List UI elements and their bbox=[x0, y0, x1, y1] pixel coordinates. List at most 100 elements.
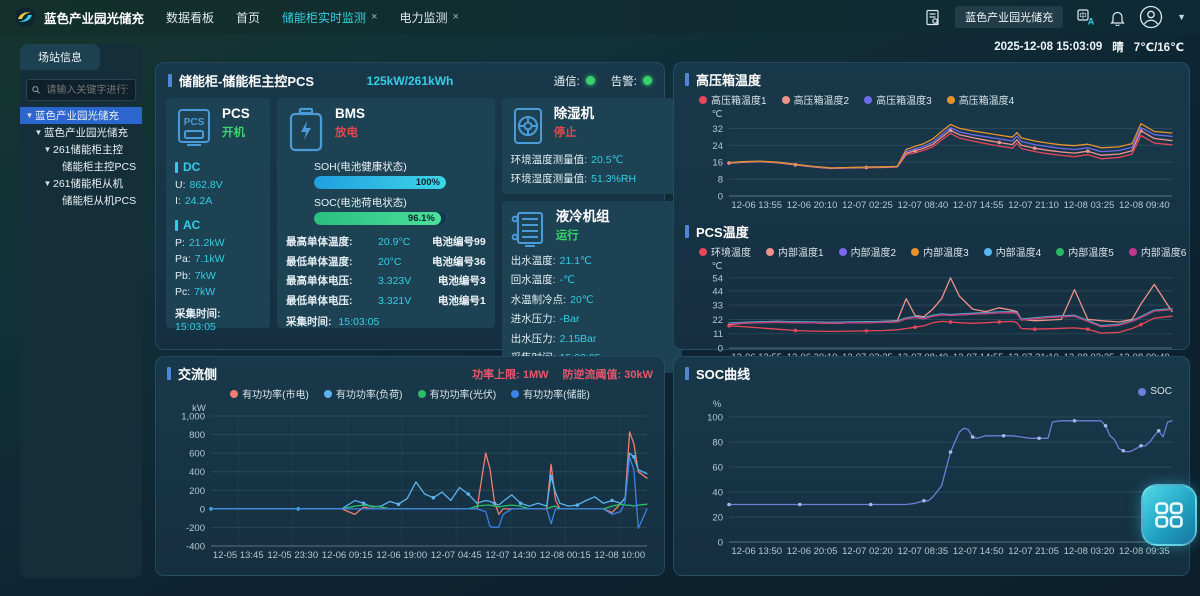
tree-item-label: 261储能柜主控 bbox=[53, 144, 124, 156]
legend-item[interactable]: SOC bbox=[1138, 386, 1172, 397]
legend-item[interactable]: 内部温度4 bbox=[983, 244, 1041, 259]
pcs-name: PCS bbox=[222, 106, 250, 121]
legend-dot bbox=[417, 389, 426, 398]
pcs-temp-legend: 环境温度 内部温度1 内部温度2 内部温度3 内部温度4 内部温度5 内部温度6 bbox=[699, 244, 1186, 259]
tree-item[interactable]: ▼ 261储能柜从机 bbox=[20, 175, 142, 192]
legend-item[interactable]: 有功功率(储能) bbox=[511, 386, 590, 401]
legend-item[interactable]: 有功功率(负荷) bbox=[323, 386, 403, 401]
ac-side-legend: 有功功率(市电) 有功功率(负荷) 有功功率(光伏) 有功功率(储能) bbox=[167, 386, 653, 401]
ac-side-panel: 交流侧 功率上限: 1MW 防逆流阈值: 30kW 有功功率(市电) 有功功率(负… bbox=[155, 356, 665, 576]
title-accent-bar bbox=[685, 225, 689, 238]
svg-text:80: 80 bbox=[712, 438, 723, 449]
liquid-cooling-icon bbox=[511, 212, 543, 247]
svg-text:1,000: 1,000 bbox=[181, 412, 205, 423]
chevron-down-icon[interactable]: ▼ bbox=[34, 128, 43, 137]
svg-text:℃: ℃ bbox=[712, 261, 723, 272]
legend-dot bbox=[781, 95, 790, 104]
sidebar-tab-station-info[interactable]: 场站信息 bbox=[20, 44, 100, 70]
legend-item[interactable]: 高压箱温度3 bbox=[864, 92, 932, 107]
soc-legend: SOC bbox=[685, 386, 1172, 397]
svg-text:12-05 23:30: 12-05 23:30 bbox=[267, 550, 318, 561]
device-panel-title: 储能柜-储能柜主控PCS bbox=[179, 74, 315, 89]
legend-item[interactable]: 内部温度1 bbox=[766, 244, 824, 259]
app-launcher-button[interactable] bbox=[1141, 484, 1197, 546]
legend-item[interactable]: 内部温度3 bbox=[911, 244, 969, 259]
svg-text:800: 800 bbox=[189, 430, 205, 441]
legend-item[interactable]: 高压箱温度4 bbox=[946, 92, 1015, 107]
tree-item[interactable]: 储能柜从机PCS bbox=[20, 192, 142, 209]
close-tab-icon[interactable]: × bbox=[371, 11, 378, 23]
search-icon bbox=[32, 86, 40, 94]
notifications-bell-icon[interactable] bbox=[1110, 9, 1125, 26]
battery-icon bbox=[289, 107, 323, 152]
grid-apps-icon bbox=[1155, 502, 1183, 528]
svg-text:12-07 14:30: 12-07 14:30 bbox=[485, 550, 536, 561]
nav-tab[interactable]: 数据看板 bbox=[166, 9, 214, 26]
device-panel: 储能柜-储能柜主控PCS 125kW/261kWh 通信: 告警: PCS PC… bbox=[155, 62, 682, 373]
ac-section-title: AC bbox=[175, 218, 261, 232]
svg-text:12-08 03:25: 12-08 03:25 bbox=[1064, 200, 1115, 211]
user-avatar[interactable] bbox=[1139, 5, 1163, 29]
legend-label: 内部温度3 bbox=[923, 248, 969, 259]
legend-item[interactable]: 高压箱温度2 bbox=[781, 92, 849, 107]
legend-item[interactable]: 高压箱温度1 bbox=[699, 92, 767, 107]
cooling-card: 液冷机组 运行 出水温度: 21.1℃ 回水温度: -℃ 水温制冷点: 20℃ 进水压力: -… bbox=[501, 201, 682, 373]
svg-text:0: 0 bbox=[718, 538, 723, 549]
legend-dot bbox=[1128, 247, 1137, 256]
dehumidifier-icon bbox=[513, 108, 542, 144]
legend-item[interactable]: 内部温度6 bbox=[1128, 244, 1186, 259]
chevron-down-icon[interactable]: ▼ bbox=[43, 145, 52, 154]
chevron-down-icon[interactable]: ▼ bbox=[43, 179, 52, 188]
tree-item[interactable]: ▼ 蓝色产业园光储充 bbox=[20, 107, 142, 124]
avatar-caret-icon[interactable]: ▼ bbox=[1177, 12, 1186, 22]
ac-limits: 功率上限: 1MW 防逆流阈值: 30kW bbox=[472, 366, 653, 382]
report-icon[interactable] bbox=[924, 9, 941, 26]
nav-tabs: 数据看板 首页 储能柜实时监测 × 电力监测 × bbox=[166, 9, 924, 26]
search-input[interactable] bbox=[44, 83, 130, 97]
legend-label: 内部温度1 bbox=[778, 248, 824, 259]
topbar-actions: 蓝色产业园光储充 中 A ▼ bbox=[924, 5, 1186, 29]
tree-item[interactable]: ▼ 蓝色产业园光储充 bbox=[20, 124, 142, 141]
legend-item[interactable]: 环境温度 bbox=[699, 244, 751, 259]
soc-curve-section: SOC曲线 SOC % 0 20 40 60 80 100 12-06 13:50 12-06 … bbox=[674, 357, 1189, 561]
station-tree: ▼ 蓝色产业园光储充 ▼ 蓝色产业园光储充 ▼ 261储能柜主控 储能柜主控PCS ▼ 261储… bbox=[20, 107, 142, 209]
legend-item[interactable]: 内部温度2 bbox=[838, 244, 896, 259]
tree-item[interactable]: 储能柜主控PCS bbox=[20, 158, 142, 175]
bms-card: BMS 放电 SOH(电池健康状态) 100% SOC(电池荷电状态) 96.1… bbox=[277, 98, 495, 328]
language-switch-icon[interactable]: 中 A bbox=[1077, 8, 1096, 26]
legend-item[interactable]: 有功功率(光伏) bbox=[417, 386, 496, 401]
legend-label: 有功功率(储能) bbox=[523, 390, 590, 401]
nav-tab[interactable]: 首页 bbox=[236, 9, 260, 26]
svg-text:-200: -200 bbox=[186, 523, 205, 534]
soh-fill: 100% bbox=[314, 176, 446, 189]
svg-text:0: 0 bbox=[718, 192, 723, 203]
tree-item[interactable]: ▼ 261储能柜主控 bbox=[20, 141, 142, 158]
chevron-down-icon[interactable]: ▼ bbox=[25, 111, 34, 120]
legend-dot bbox=[230, 389, 239, 398]
title-accent-bar bbox=[168, 74, 172, 87]
nav-tab[interactable]: 储能柜实时监测 × bbox=[282, 9, 377, 26]
svg-text:12-05 13:45: 12-05 13:45 bbox=[213, 550, 264, 561]
nav-tab-label: 数据看板 bbox=[166, 10, 215, 25]
tree-item-label: 蓝色产业园光储充 bbox=[35, 110, 119, 122]
org-selector[interactable]: 蓝色产业园光储充 bbox=[955, 6, 1064, 28]
svg-text:%: % bbox=[713, 399, 722, 410]
dc-section-title: DC bbox=[175, 160, 261, 174]
temperature-charts-panel: 高压箱温度 高压箱温度1 高压箱温度2 高压箱温度3 高压箱温度4 ℃ 0 8 16 24 32… bbox=[673, 62, 1190, 363]
stat-row: Pc: 7kW bbox=[175, 286, 216, 298]
nav-tab[interactable]: 电力监测 × bbox=[400, 9, 459, 26]
legend-item[interactable]: 有功功率(市电) bbox=[230, 386, 309, 401]
legend-label: SOC bbox=[1150, 386, 1172, 397]
weather-text: 晴 bbox=[1112, 42, 1124, 54]
alarm-status: 告警: bbox=[611, 73, 652, 89]
close-tab-icon[interactable]: × bbox=[452, 11, 459, 23]
sidebar-search[interactable] bbox=[26, 79, 136, 101]
legend-label: 高压箱温度4 bbox=[958, 96, 1015, 107]
device-panel-header: 储能柜-储能柜主控PCS 125kW/261kWh 通信: 告警: bbox=[156, 63, 664, 92]
power-limit-text: 功率上限: 1MW bbox=[472, 368, 549, 381]
stat-row: 最低单体温度: 20°C 电池编号36 bbox=[286, 255, 486, 268]
stat-row: 环境湿度测量值: 51.3%RH bbox=[510, 173, 637, 185]
legend-item[interactable]: 内部温度5 bbox=[1056, 244, 1114, 259]
svg-text:11: 11 bbox=[713, 329, 723, 340]
